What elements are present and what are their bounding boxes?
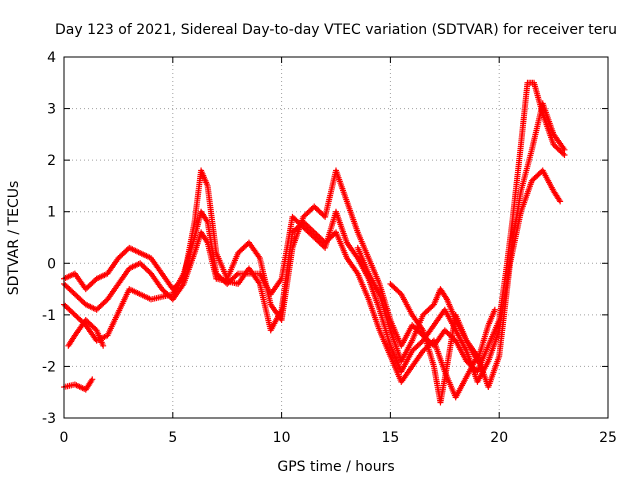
x-tick-label: 20 [490,430,508,446]
trace-f-marker [491,306,498,313]
trace-a-marker [560,150,567,157]
chart-title: Day 123 of 2021, Sidereal Day-to-day VTE… [55,22,617,38]
data-points [61,79,568,406]
x-tick-label: 5 [168,430,177,446]
y-tick-label: 4 [47,50,56,66]
x-tick-label: 25 [599,430,617,446]
trace-d-marker [100,342,107,349]
trace-e-marker [89,376,96,383]
x-axis-title: GPS time / hours [277,459,394,475]
trace-f-marker [429,302,436,309]
axis-ticks: 0 5 10 15 20 25 -3 -2 -1 0 1 2 3 4 [42,50,617,446]
trace-g-marker [474,353,481,360]
y-axis-title: SDTVAR / TECUs [6,181,22,296]
plot-frame [63,56,609,419]
y-tick-label: 3 [47,102,56,118]
x-tick-label: 10 [273,430,291,446]
y-tick-label: -1 [42,308,56,324]
trace-c-marker [557,198,564,205]
trace-b-marker [561,146,568,153]
y-tick-label: 2 [47,153,56,169]
trace-b-marker [233,271,240,278]
trace-d-marker [92,326,99,333]
trace-a-marker [561,151,568,158]
y-tick-label: 0 [47,256,56,272]
y-tick-label: -2 [42,359,56,375]
trace-g-marker [396,289,403,296]
y-tick-label: 1 [47,205,56,221]
x-tick-label: 15 [381,430,399,446]
y-tick-label: -3 [42,411,56,427]
x-tick-label: 0 [60,430,69,446]
